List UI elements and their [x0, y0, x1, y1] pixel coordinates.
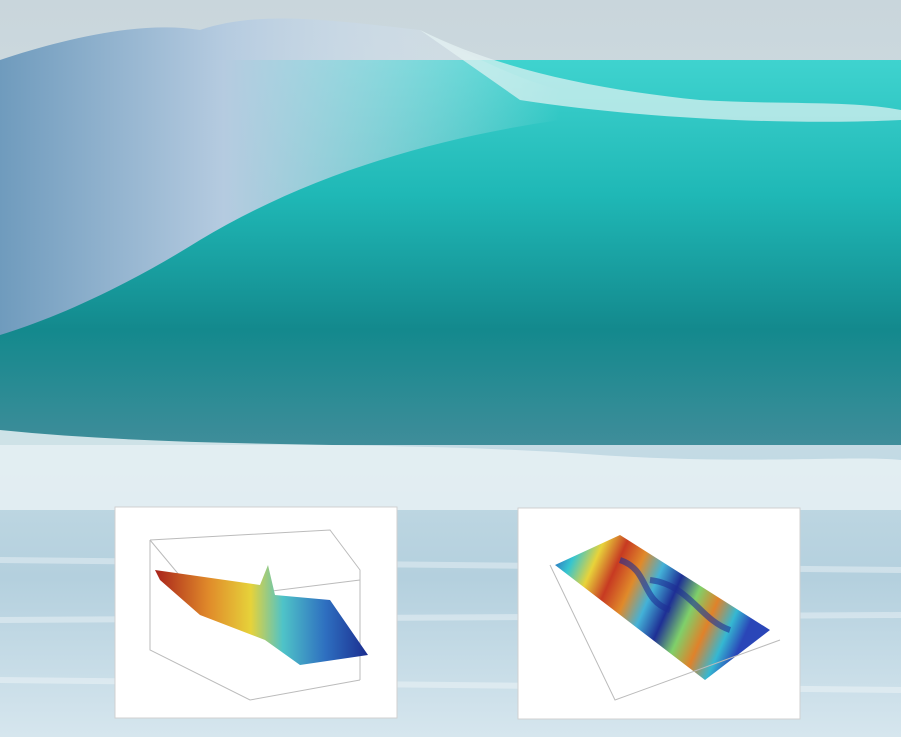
- foam: [0, 430, 901, 510]
- surface-ridges: [618, 557, 732, 633]
- wave-crest: [420, 30, 901, 122]
- inset-plot: [517, 507, 801, 720]
- plot-box: [549, 564, 781, 701]
- wave-spray: [0, 18, 560, 335]
- inset-plot: [114, 506, 398, 719]
- surface: [155, 565, 368, 665]
